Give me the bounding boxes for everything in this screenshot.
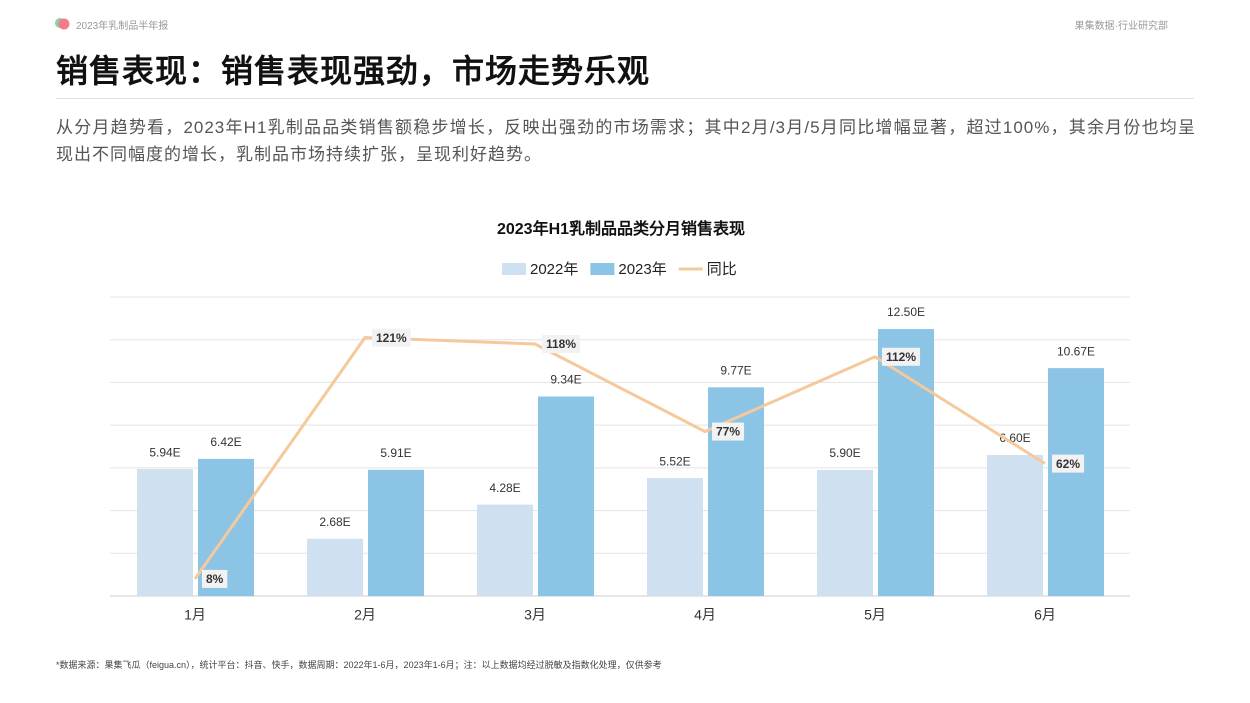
bar: [987, 455, 1043, 596]
value-label: 5.52E: [659, 454, 690, 468]
source-name: 果集数据·行业研究部: [1074, 21, 1168, 32]
line-label: 77%: [716, 425, 740, 439]
value-label: 9.34E: [550, 373, 581, 387]
value-label: 4.28E: [489, 481, 520, 495]
report-name: 2023年乳制品半年报: [76, 21, 169, 32]
footnote: *数据来源：果集飞瓜（feigua.cn），统计平台：抖音、快手，数据周期：20…: [56, 660, 662, 670]
page-title: 销售表现：销售表现强劲，市场走势乐观: [56, 53, 651, 89]
line-label: 121%: [376, 331, 407, 345]
bar: [368, 469, 424, 596]
logo: [55, 18, 70, 30]
bar: [307, 538, 363, 596]
value-label: 5.94E: [149, 445, 180, 459]
chart: 2023年H1乳制品品类分月销售表现 1月 2月 3月 4月 5月 6月 2022年 2023…: [110, 219, 1130, 623]
divider: [56, 98, 1194, 99]
bar: [137, 469, 193, 596]
value-label: 2.68E: [319, 515, 350, 529]
line: [193, 336, 1046, 580]
line-label: 112%: [886, 350, 916, 364]
bar: [1048, 368, 1104, 596]
legend-swatch: [590, 263, 615, 275]
bar: [817, 469, 873, 596]
value-label: 5.91E: [380, 446, 411, 460]
line-label: 8%: [206, 572, 224, 586]
x-tick-label: 2月: [354, 607, 376, 623]
value-label: 12.50E: [887, 305, 925, 319]
line-label: 62%: [1056, 457, 1080, 471]
legend-label: 2023年: [618, 261, 666, 278]
value-label: 5.90E: [829, 446, 860, 460]
legend-swatch: [502, 263, 526, 275]
label-box: [1052, 454, 1085, 473]
x-tick-label: 3月: [524, 607, 546, 623]
value-label: 6.60E: [999, 431, 1030, 445]
x-tick-label: 1月: [184, 607, 206, 623]
line-label: 118%: [546, 337, 576, 351]
value-label: 9.77E: [720, 364, 751, 378]
bar: [538, 396, 594, 596]
value-label: 10.67E: [1057, 344, 1095, 358]
bar: [647, 478, 703, 596]
chart-title: 2023年H1乳制品品类分月销售表现: [497, 219, 745, 238]
value-label: 6.42E: [210, 435, 241, 449]
label-box: [372, 328, 411, 347]
bar: [708, 387, 764, 596]
label-box: [202, 569, 228, 588]
x-tick-label: 6月: [1034, 607, 1056, 623]
bar: [878, 329, 934, 596]
x-tick-label: 4月: [694, 607, 716, 623]
x-tick-label: 5月: [864, 607, 886, 623]
legend-label: 同比: [707, 261, 737, 278]
label-box: [882, 347, 921, 366]
label-box: [542, 334, 581, 353]
legend-label: 2022年: [530, 261, 578, 278]
bar: [477, 504, 533, 596]
label-box: [712, 422, 745, 441]
description: 从分月趋势看，2023年H1乳制品品类销售额稳步增长，反映出强劲的市场需求；其中…: [56, 118, 1196, 164]
